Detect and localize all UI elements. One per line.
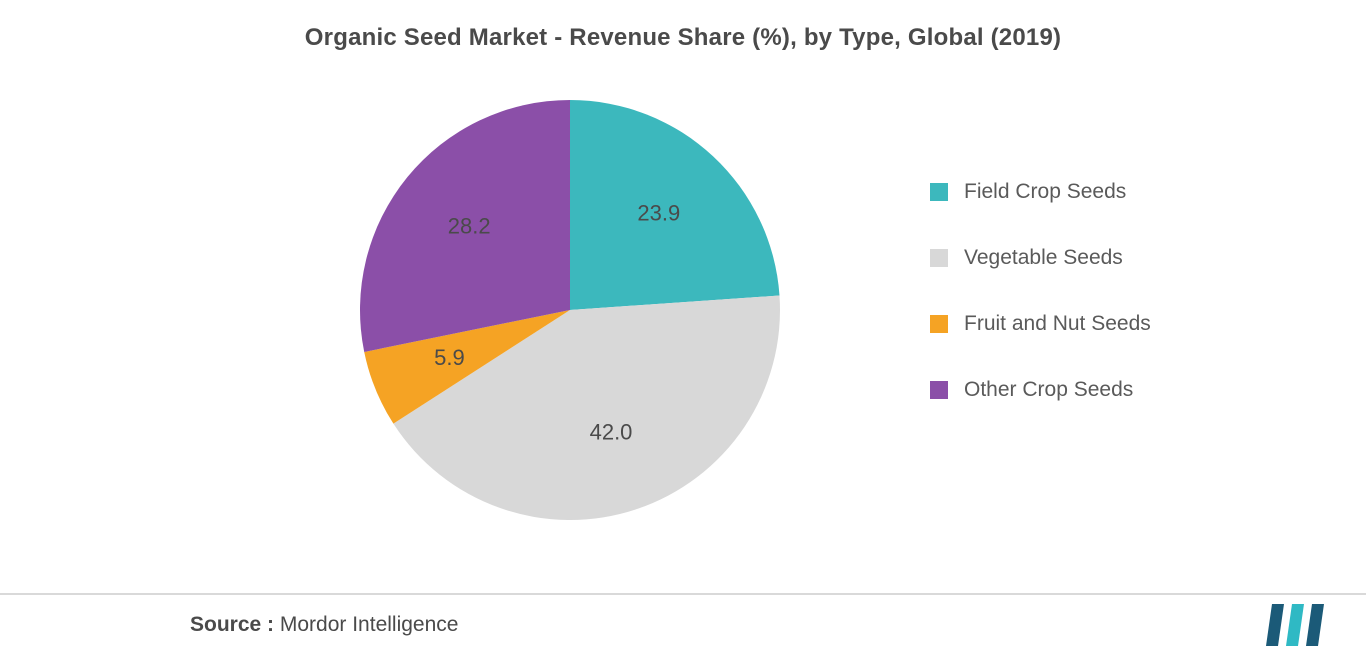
legend-swatch	[930, 249, 948, 267]
logo-bar-icon	[1286, 604, 1304, 646]
logo-bar-icon	[1306, 604, 1324, 646]
source-line: Source : Mordor Intelligence	[190, 613, 458, 637]
legend-label: Other Crop Seeds	[964, 378, 1133, 402]
legend-label: Field Crop Seeds	[964, 180, 1126, 204]
legend-item: Vegetable Seeds	[930, 246, 1290, 270]
source-label: Source :	[190, 613, 274, 636]
legend-label: Vegetable Seeds	[964, 246, 1123, 270]
pie-slice-value: 28.2	[448, 213, 491, 238]
pie-chart: 23.9 42.0 5.9 28.2	[350, 90, 790, 530]
logo-bar-icon	[1266, 604, 1284, 646]
pie-slice-value: 42.0	[590, 419, 633, 444]
legend: Field Crop Seeds Vegetable Seeds Fruit and…	[930, 180, 1290, 444]
legend-swatch	[930, 381, 948, 399]
footer-bar: Source : Mordor Intelligence	[0, 593, 1366, 655]
legend-item: Other Crop Seeds	[930, 378, 1290, 402]
chart-title: Organic Seed Market - Revenue Share (%),…	[0, 24, 1366, 52]
legend-item: Field Crop Seeds	[930, 180, 1290, 204]
pie-slice-value: 23.9	[637, 201, 680, 226]
source-value: Mordor Intelligence	[280, 613, 459, 636]
legend-item: Fruit and Nut Seeds	[930, 312, 1290, 336]
brand-logo-icon	[1264, 604, 1326, 646]
legend-label: Fruit and Nut Seeds	[964, 312, 1151, 336]
legend-swatch	[930, 315, 948, 333]
pie-slice-value: 5.9	[434, 345, 465, 370]
legend-swatch	[930, 183, 948, 201]
